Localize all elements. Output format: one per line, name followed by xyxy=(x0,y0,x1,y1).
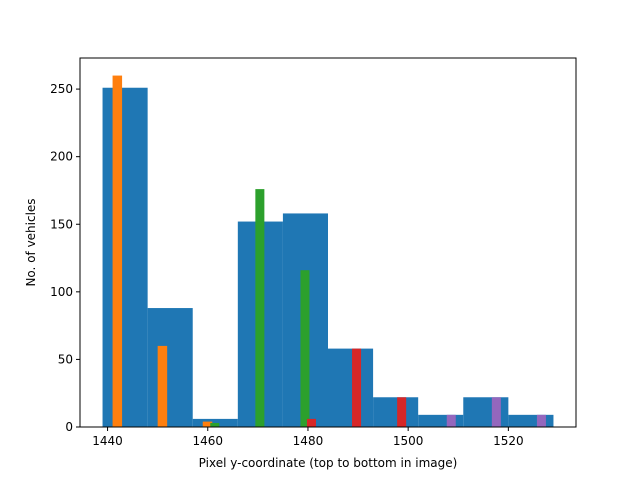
bar-series-4-3 xyxy=(397,397,407,427)
bar-series-4-2 xyxy=(352,348,362,427)
x-tick-label: 1480 xyxy=(293,434,324,448)
y-tick-label: 0 xyxy=(65,420,73,434)
x-axis-label: Pixel y-coordinate (top to bottom in ima… xyxy=(199,456,458,470)
bar-series-1-9 xyxy=(463,397,509,427)
y-axis-ticks: 0 50 100 150 200 250 xyxy=(50,82,80,434)
bar-series-2-2 xyxy=(157,345,168,427)
bars-layer xyxy=(102,75,554,428)
y-axis-label: No. of vehicles xyxy=(24,198,38,286)
bar-series-5-2 xyxy=(491,397,501,427)
bar-series-3-3 xyxy=(300,270,310,427)
y-tick-label: 200 xyxy=(50,150,73,164)
bar-series-5-3 xyxy=(536,414,546,427)
x-tick-label: 1460 xyxy=(192,434,223,448)
bar-series-1-2 xyxy=(147,308,193,427)
bar-series-1-10 xyxy=(508,414,554,427)
y-tick-label: 250 xyxy=(50,82,73,96)
x-tick-label: 1520 xyxy=(493,434,524,448)
bar-series-2-1 xyxy=(112,75,123,428)
plot-frame xyxy=(79,57,577,428)
y-tick-label: 100 xyxy=(50,285,73,299)
bar-series-2-3 xyxy=(202,421,213,427)
x-tick-label: 1440 xyxy=(92,434,123,448)
bar-series-1-8 xyxy=(418,414,464,427)
y-tick-label: 150 xyxy=(50,217,73,231)
y-tick-label: 50 xyxy=(58,352,73,366)
bar-series-3-1 xyxy=(210,422,220,427)
x-axis-ticks: 1440 1460 1480 1500 1520 xyxy=(92,427,524,448)
bar-series-1-1 xyxy=(102,87,148,427)
bar-series-1-7 xyxy=(373,397,419,427)
bar-series-4-1 xyxy=(306,418,316,427)
bar-series-5-1 xyxy=(446,414,456,427)
x-tick-label: 1500 xyxy=(393,434,424,448)
bar-series-3-2 xyxy=(255,189,265,427)
bar-series-1-6 xyxy=(328,348,374,427)
